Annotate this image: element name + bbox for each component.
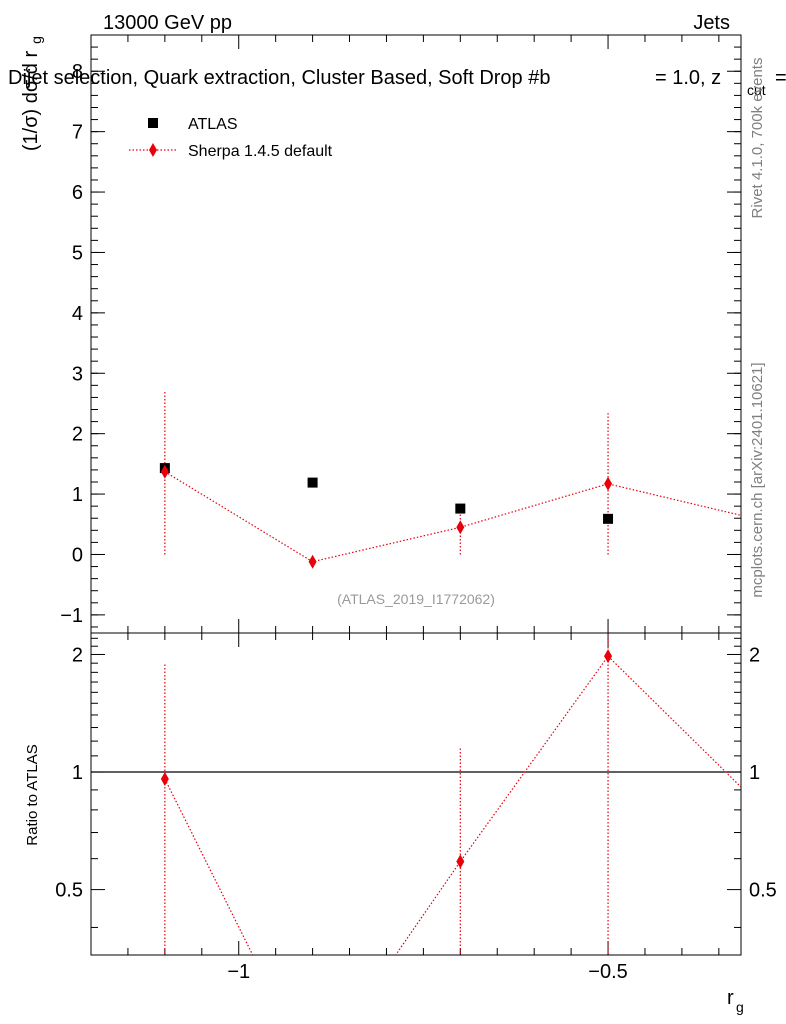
main-ytick-label: 5 [72,242,83,264]
main-ytick-label: 1 [72,484,83,506]
ratio-point [160,771,169,786]
atlas-point [307,477,318,488]
rivet-label: Rivet 4.1.0, 700k events [749,58,766,219]
ratio-xtick-label: −1 [227,961,250,983]
main-ytick-label: 2 [72,424,83,446]
main-ylabel: (1/σ) dσ/d r [20,51,42,152]
ratio-ytick-label-right: 2 [749,644,760,666]
ratio-ytick-label-right: 1 [749,762,760,784]
sherpa-point [308,554,317,569]
main-axes: −1 0 1 2 3 4 5 6 7 8 [60,35,741,633]
ratio-xtick-label: −0.5 [588,961,627,983]
main-ytick-label: 6 [72,182,83,204]
category-label: Jets [693,12,730,34]
legend-sherpa-marker [149,143,157,157]
ratio-ytick-label-left: 1 [72,762,83,784]
beta-label: = 1.0, z [655,67,721,89]
mcplots-label: mcplots.cern.ch [arXiv:2401.10621] [749,362,766,597]
ratio-ylabel: Ratio to ATLAS [24,744,41,845]
ratio-line [164,655,741,955]
main-ytick-label: 0 [72,544,83,566]
ratio-ytick-label-left: 2 [72,644,83,666]
sherpa-point [160,464,169,479]
sherpa-point [604,476,613,491]
sherpa-line [164,471,741,563]
zcut-subscript: cut [747,82,766,98]
main-series [159,390,741,569]
ratio-xlabel: r [727,987,734,1009]
sherpa-point [456,520,465,535]
main-ytick-label: 4 [72,303,83,325]
atlas-point [603,513,614,524]
ratio-axes: 0.5 0.5 1 1 2 2 −1 −0.5 [55,633,777,983]
main-ytick-label: 3 [72,363,83,385]
legend-atlas-marker [148,118,158,128]
legend-sherpa-label: Sherpa 1.4.5 default [188,143,333,160]
ratio-point [604,649,613,664]
main-ytick-label: 7 [72,122,83,144]
main-ytick-label: 8 [72,61,83,83]
main-ylabel-sub: g [28,36,44,44]
selection-title: Dijet selection, Quark extraction, Clust… [8,67,550,89]
ratio-point [456,854,465,869]
atlas-point [455,503,466,514]
energy-label: 13000 GeV pp [103,12,232,34]
ratio-xlabel-sub: g [736,999,744,1015]
zcut-equals: = [775,67,786,89]
legend: ATLAS Sherpa 1.4.5 default [129,116,333,160]
ratio-ytick-label-right: 0.5 [749,880,777,902]
legend-atlas-label: ATLAS [188,116,238,133]
ratio-series [160,633,760,955]
ratio-point [752,795,760,809]
analysis-watermark: (ATLAS_2019_I1772062) [337,591,495,607]
main-ytick-label: −1 [60,605,83,627]
ratio-ytick-label-left: 0.5 [55,880,83,902]
ratio-frame [90,632,742,956]
